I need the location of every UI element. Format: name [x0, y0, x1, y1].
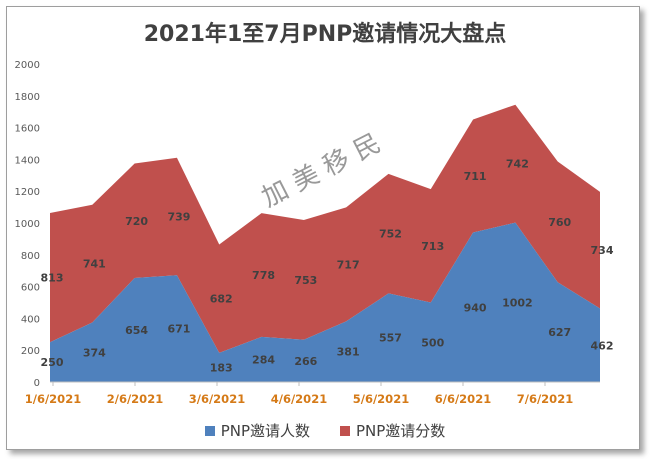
data-label-persons: 183	[210, 361, 233, 374]
data-label-persons: 557	[379, 332, 402, 345]
y-tick-label: 1400	[15, 155, 40, 166]
x-tick-label: 4/6/2021	[271, 392, 327, 406]
data-label-persons: 381	[337, 346, 360, 359]
legend-item-scores: PNP邀请分数	[340, 420, 445, 441]
data-label-persons: 671	[167, 323, 190, 336]
legend-item-persons: PNP邀请人数	[204, 420, 310, 441]
y-tick-label: 600	[21, 283, 40, 294]
data-label-scores: 742	[506, 158, 529, 171]
x-tick-label: 3/6/2021	[189, 392, 245, 406]
data-label-persons: 284	[252, 353, 275, 366]
x-tick-label: 2/6/2021	[107, 392, 163, 406]
y-tick-label: 2000	[15, 60, 40, 71]
data-label-persons: 462	[591, 339, 614, 352]
x-tick-label: 1/6/2021	[25, 392, 81, 406]
data-label-persons: 627	[548, 326, 571, 339]
x-tick-label: 7/6/2021	[517, 392, 573, 406]
x-tick-label: 6/6/2021	[435, 392, 491, 406]
data-label-scores: 720	[125, 215, 148, 228]
x-tick-label: 5/6/2021	[353, 392, 409, 406]
data-label-scores: 753	[294, 274, 317, 287]
data-label-scores: 739	[167, 211, 190, 224]
data-label-scores: 717	[337, 258, 360, 271]
data-label-persons: 940	[464, 301, 487, 314]
data-label-scores: 778	[252, 269, 275, 282]
y-tick-label: 800	[21, 251, 40, 262]
data-label-scores: 813	[41, 272, 64, 285]
legend-label-persons: PNP邀请人数	[220, 422, 310, 440]
area-series-scores	[50, 104, 600, 353]
y-tick-label: 1800	[15, 92, 40, 103]
data-label-persons: 500	[421, 336, 444, 349]
y-tick-label: 400	[21, 314, 40, 325]
data-label-scores: 752	[379, 228, 402, 241]
data-label-scores: 682	[210, 293, 233, 306]
data-label-persons: 266	[294, 355, 317, 368]
y-tick-label: 200	[21, 346, 40, 357]
data-label-persons: 654	[125, 324, 148, 337]
legend-swatch-persons	[204, 425, 215, 436]
y-tick-label: 1000	[15, 219, 40, 230]
legend: PNP邀请人数 PNP邀请分数	[0, 420, 650, 441]
legend-label-scores: PNP邀请分数	[356, 422, 446, 440]
data-label-persons: 250	[41, 356, 64, 369]
data-label-scores: 713	[421, 240, 444, 253]
legend-swatch-scores	[340, 425, 350, 436]
data-label-scores: 741	[83, 258, 106, 271]
y-tick-label: 0	[34, 378, 40, 389]
area-series-persons	[50, 222, 600, 382]
data-label-scores: 711	[464, 170, 487, 183]
data-label-scores: 760	[548, 216, 571, 229]
y-tick-label: 1200	[15, 187, 40, 198]
data-label-persons: 374	[83, 346, 106, 359]
y-tick-label: 1600	[15, 124, 40, 135]
data-label-scores: 734	[591, 244, 614, 257]
data-label-persons: 1002	[502, 296, 533, 309]
chart-title: 2021年1至7月PNP邀请情况大盘点	[143, 22, 507, 47]
